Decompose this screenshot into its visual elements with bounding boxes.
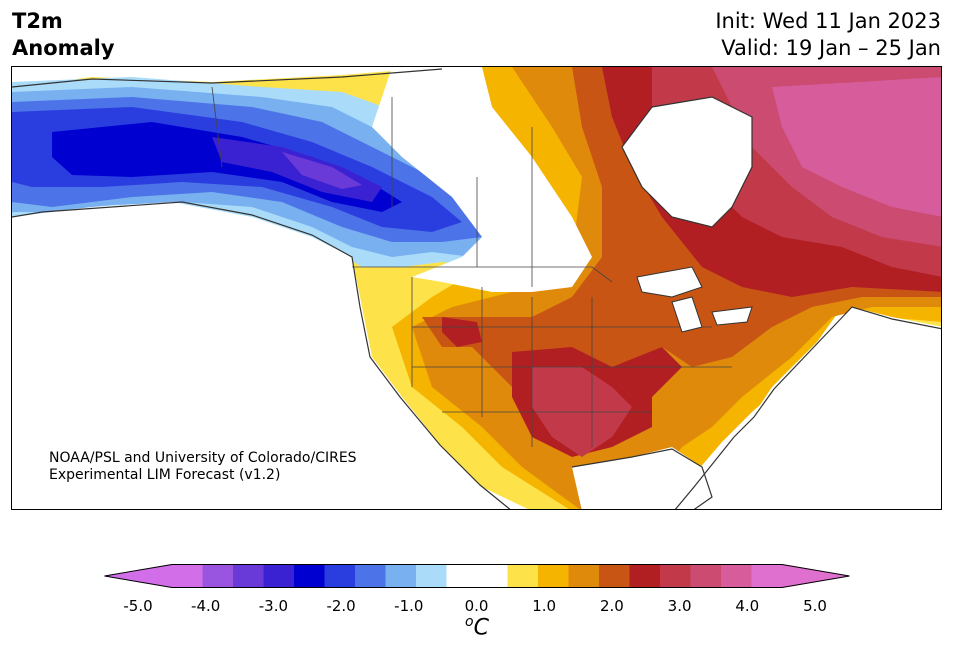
colorbar	[104, 564, 850, 588]
credit-line-2: Experimental LIM Forecast (v1.2)	[49, 467, 281, 483]
atlantic-ocean	[673, 307, 941, 509]
variable-label: T2m	[12, 9, 63, 33]
colorbar-tick-label: 5.0	[803, 597, 827, 615]
colorbar-segment	[538, 564, 569, 588]
political-borders	[211, 86, 732, 447]
colorbar-segment	[202, 564, 234, 588]
gulf-of-mexico	[572, 447, 712, 509]
colorbar-tick-label: 4.0	[735, 597, 760, 615]
colorbar-segment	[629, 564, 661, 588]
map-title: T2m Anomaly	[12, 8, 115, 62]
colorbar-over-arrow	[782, 564, 850, 588]
colorbar-segment	[385, 564, 417, 588]
degree-symbol: o	[465, 614, 474, 630]
anomaly-darkblue	[52, 122, 402, 212]
colorbar-segment	[507, 564, 539, 588]
map-canvas	[12, 67, 941, 509]
colorbar-segment	[263, 564, 295, 588]
colorbar-tick-label: 1.0	[532, 597, 557, 615]
colorbar-segment	[599, 564, 630, 588]
colorbar-segments	[172, 564, 783, 588]
colorbar-under-arrow	[104, 564, 172, 588]
colorbar-segment	[294, 564, 325, 588]
colorbar-tick-label: -1.0	[394, 597, 424, 615]
colorbar-segment	[690, 564, 722, 588]
colorbar-tick-label: 2.0	[599, 597, 624, 615]
coastlines	[12, 68, 941, 509]
colorbar-segment	[233, 564, 264, 588]
colorbar-segment	[446, 564, 478, 588]
init-date: Init: Wed 11 Jan 2023	[715, 9, 941, 33]
colorbar-tick-label: 3.0	[667, 597, 692, 615]
unit-label: oC	[457, 614, 497, 640]
credit-line-1: NOAA/PSL and University of Colorado/CIRE…	[49, 450, 357, 466]
colorbar-tick-label: 0.0	[464, 597, 489, 615]
neutral-zone	[372, 67, 592, 292]
hudson-bay	[622, 97, 752, 227]
colorbar-segment	[721, 564, 752, 588]
colorbar-outline	[104, 564, 850, 588]
unit-text: C	[473, 615, 489, 641]
colorbar-segment	[660, 564, 691, 588]
colorbar-tick-label: -5.0	[123, 597, 153, 615]
colorbar-segment	[324, 564, 356, 588]
colorbar-segment	[416, 564, 447, 588]
anomaly-pink	[772, 77, 941, 217]
colorbar-tick-label: -3.0	[258, 597, 289, 615]
colorbar-tick-label: -4.0	[191, 597, 221, 615]
anomaly-violet	[282, 152, 362, 189]
great-lakes	[636, 266, 753, 333]
colorbar-segment	[355, 564, 386, 588]
credit-text: NOAA/PSL and University of Colorado/CIRE…	[49, 450, 357, 484]
colorbar-segment	[172, 564, 203, 588]
anomaly-map	[11, 66, 942, 510]
colorbar-segment	[751, 564, 783, 588]
colorbar-segment	[568, 564, 600, 588]
valid-range: Valid: 19 Jan – 25 Jan	[721, 36, 941, 60]
colorbar-tick-label: -2.0	[326, 597, 356, 615]
forecast-dates: Init: Wed 11 Jan 2023 Valid: 19 Jan – 25…	[715, 8, 941, 62]
colorbar-segment	[477, 564, 508, 588]
pacific-ocean	[12, 202, 510, 509]
anomaly-label: Anomaly	[12, 36, 115, 60]
